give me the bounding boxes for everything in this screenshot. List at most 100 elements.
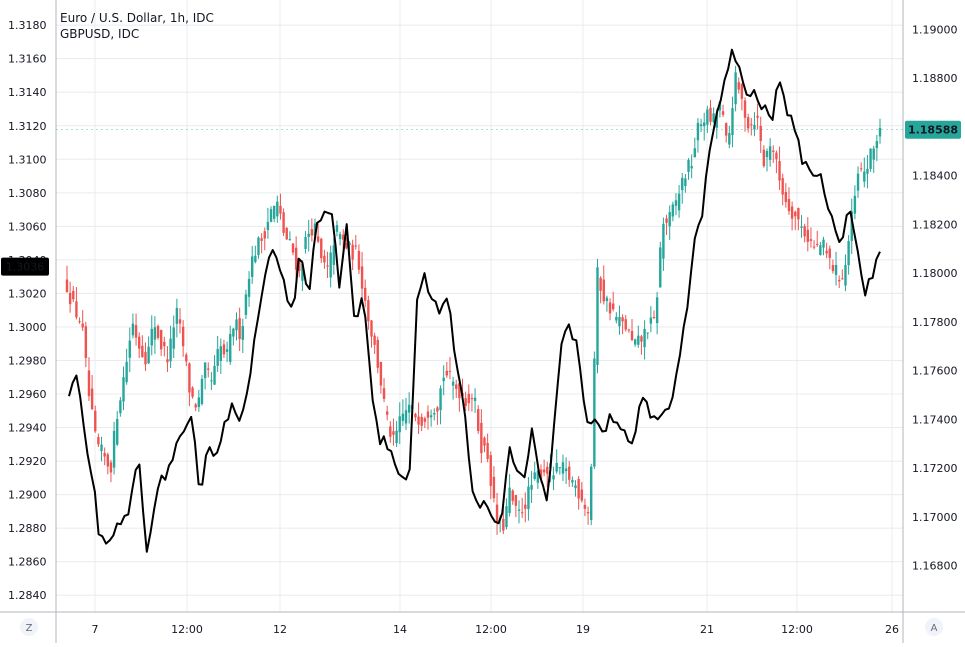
- candle[interactable]: [172, 315, 175, 358]
- candle[interactable]: [417, 402, 420, 435]
- candle[interactable]: [816, 230, 819, 247]
- candle[interactable]: [784, 183, 788, 208]
- candle[interactable]: [395, 420, 398, 447]
- candle[interactable]: [608, 298, 612, 321]
- candle[interactable]: [615, 312, 618, 324]
- candle[interactable]: [241, 318, 244, 353]
- candle[interactable]: [251, 245, 254, 284]
- candle[interactable]: [709, 99, 712, 126]
- candle[interactable]: [655, 291, 659, 335]
- candle[interactable]: [78, 317, 81, 324]
- candle[interactable]: [178, 308, 182, 334]
- right-scale-toggle-button[interactable]: A: [925, 618, 943, 636]
- candle[interactable]: [696, 118, 700, 153]
- candle[interactable]: [627, 328, 631, 333]
- candle[interactable]: [72, 286, 75, 303]
- candle[interactable]: [401, 399, 405, 427]
- candle[interactable]: [586, 506, 590, 525]
- candle[interactable]: [806, 217, 810, 252]
- candle[interactable]: [558, 467, 562, 475]
- candle[interactable]: [571, 476, 574, 487]
- candle[interactable]: [552, 466, 555, 491]
- candle[interactable]: [451, 376, 455, 400]
- candle[interactable]: [392, 418, 395, 446]
- candle[interactable]: [728, 125, 731, 149]
- candle[interactable]: [169, 325, 172, 369]
- candle[interactable]: [166, 346, 169, 372]
- candle[interactable]: [367, 295, 370, 330]
- candle[interactable]: [207, 362, 210, 378]
- candle[interactable]: [561, 454, 565, 481]
- candle[interactable]: [800, 214, 803, 238]
- candle[interactable]: [442, 365, 445, 396]
- candle[interactable]: [232, 327, 235, 346]
- candle[interactable]: [772, 145, 775, 163]
- candle[interactable]: [323, 249, 326, 269]
- candle[interactable]: [743, 97, 747, 132]
- candle[interactable]: [731, 96, 734, 148]
- candle[interactable]: [637, 325, 640, 348]
- candle[interactable]: [84, 321, 88, 368]
- candle[interactable]: [649, 306, 653, 333]
- candle[interactable]: [809, 227, 813, 248]
- candle[interactable]: [737, 77, 740, 94]
- candle[interactable]: [125, 348, 128, 385]
- compare-line-series[interactable]: [68, 48, 881, 553]
- candle[interactable]: [216, 335, 219, 372]
- candle[interactable]: [332, 237, 336, 275]
- candle[interactable]: [370, 319, 373, 348]
- candle[interactable]: [354, 235, 357, 250]
- candle[interactable]: [853, 185, 857, 220]
- candle[interactable]: [574, 480, 577, 497]
- candle[interactable]: [724, 122, 728, 143]
- candle[interactable]: [260, 233, 263, 254]
- candle[interactable]: [677, 185, 681, 218]
- candle[interactable]: [304, 231, 307, 254]
- right-scale-toggle-bg[interactable]: [925, 618, 943, 636]
- candle[interactable]: [373, 332, 376, 354]
- candle[interactable]: [869, 148, 872, 172]
- candle[interactable]: [455, 379, 458, 398]
- candle[interactable]: [480, 409, 483, 464]
- candle[interactable]: [329, 245, 332, 288]
- candle[interactable]: [423, 416, 427, 429]
- candle[interactable]: [266, 207, 270, 239]
- candle[interactable]: [276, 195, 279, 223]
- candle[interactable]: [238, 307, 241, 351]
- candle[interactable]: [822, 236, 825, 256]
- candle[interactable]: [520, 497, 524, 518]
- candle[interactable]: [825, 242, 828, 259]
- candle[interactable]: [640, 334, 643, 355]
- candle[interactable]: [618, 305, 621, 335]
- candle[interactable]: [376, 336, 379, 374]
- candle[interactable]: [150, 315, 153, 356]
- candle[interactable]: [797, 207, 800, 231]
- candle[interactable]: [433, 408, 436, 421]
- candle[interactable]: [583, 498, 587, 517]
- candle[interactable]: [445, 361, 449, 378]
- candle[interactable]: [116, 410, 119, 447]
- candle[interactable]: [477, 405, 480, 434]
- candle[interactable]: [712, 107, 715, 124]
- candle[interactable]: [527, 477, 530, 521]
- gbpusd-line[interactable]: [68, 48, 881, 553]
- candle[interactable]: [263, 227, 266, 251]
- candle[interactable]: [156, 324, 160, 340]
- candle[interactable]: [335, 220, 339, 237]
- candle[interactable]: [181, 320, 185, 357]
- candle[interactable]: [524, 492, 527, 523]
- candle[interactable]: [188, 362, 191, 407]
- candle[interactable]: [68, 281, 72, 313]
- candle[interactable]: [590, 463, 593, 526]
- candle[interactable]: [235, 312, 238, 341]
- candle[interactable]: [781, 173, 784, 206]
- candle[interactable]: [254, 245, 257, 264]
- candle[interactable]: [429, 409, 433, 427]
- candle[interactable]: [87, 357, 91, 402]
- candle[interactable]: [834, 251, 838, 286]
- candle[interactable]: [831, 259, 835, 274]
- candle[interactable]: [134, 313, 138, 346]
- candle[interactable]: [225, 341, 229, 363]
- candle[interactable]: [247, 271, 251, 307]
- candle[interactable]: [746, 113, 750, 133]
